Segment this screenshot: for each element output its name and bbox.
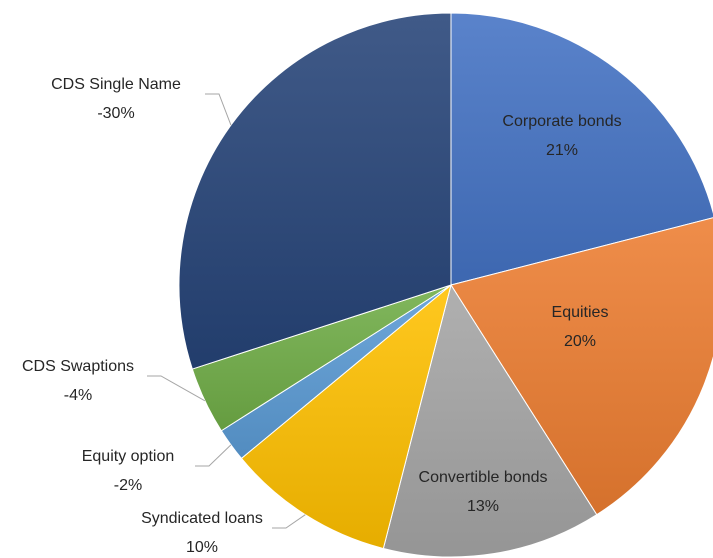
pie-slices <box>178 12 713 558</box>
slice-equities <box>450 217 713 516</box>
slice-label-convertible-bonds: Convertible bonds <box>419 469 548 486</box>
slice-label-corporate-bonds: Corporate bonds <box>502 113 621 130</box>
leader-line-syndicated-loans <box>272 514 306 529</box>
leader-line-cds-swaptions <box>147 375 206 402</box>
slice-value-corporate-bonds: 21% <box>546 142 578 159</box>
slice-label-cds-single-name: CDS Single Name <box>51 76 181 93</box>
slice-label-equity-option: Equity option <box>82 448 175 465</box>
slice-label-syndicated-loans: Syndicated loans <box>141 510 263 527</box>
slice-value-cds-single-name: -30% <box>97 105 134 122</box>
leader-line-equity-option <box>195 444 232 467</box>
slice-value-equities: 20% <box>564 333 596 350</box>
slice-value-convertible-bonds: 13% <box>467 498 499 515</box>
slice-cds-single-name <box>178 12 452 370</box>
slice-value-equity-option: -2% <box>114 477 142 494</box>
slice-label-cds-swaptions: CDS Swaptions <box>22 358 134 375</box>
slice-value-syndicated-loans: 10% <box>186 539 218 556</box>
slice-convertible-bonds <box>382 283 598 558</box>
leader-line-cds-single-name <box>205 93 232 126</box>
slice-syndicated-loans <box>240 283 452 550</box>
slice-value-cds-swaptions: -4% <box>64 387 92 404</box>
slice-label-equities: Equities <box>552 304 609 321</box>
slice-labels: Corporate bonds 21% Equities 20% Convertible… <box>22 76 622 556</box>
leader-lines <box>147 93 306 529</box>
slice-corporate-bonds <box>450 12 713 286</box>
